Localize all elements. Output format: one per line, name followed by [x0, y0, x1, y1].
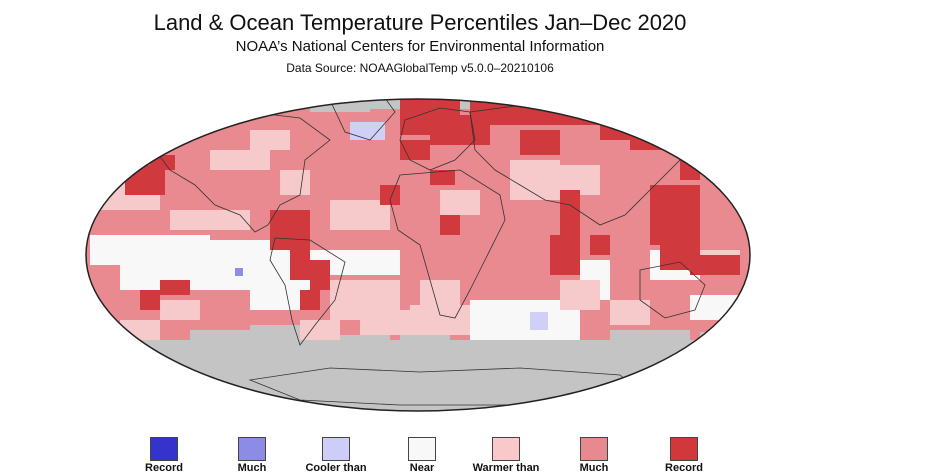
- much-cooler-cell: [235, 268, 243, 276]
- no-data-arctic: [560, 99, 640, 107]
- warmer-cell: [160, 300, 200, 320]
- record-warmest-cell: [600, 110, 650, 140]
- record-warmest-cell: [400, 140, 430, 160]
- legend-swatch-near: [408, 437, 436, 461]
- record-warmest-cell: [150, 155, 175, 170]
- legend-swatch-much-warmer: [580, 437, 608, 461]
- record-warmest-cell: [380, 185, 400, 205]
- legend-swatch-much-cooler: [238, 437, 266, 461]
- warmer-cell: [610, 300, 650, 325]
- map-outline: [85, 98, 751, 412]
- no-data-southern: [610, 330, 690, 342]
- greenland-outline: [329, 99, 396, 141]
- record-warmest-cell: [550, 235, 580, 275]
- warmer-cell: [410, 305, 470, 335]
- no-data-arctic: [190, 99, 270, 117]
- map-title: Land & Ocean Temperature Percentiles Jan…: [153, 10, 687, 35]
- north-america-outline: [149, 109, 331, 233]
- warmer-cell: [440, 190, 480, 215]
- africa-outline: [389, 169, 506, 319]
- map-subtitle: NOAA’s National Centers for Environmenta…: [235, 38, 605, 55]
- europe-outline: [399, 107, 476, 171]
- near-average-cell: [690, 295, 750, 320]
- warmer-cell: [170, 210, 250, 230]
- cooler-cell: [350, 122, 385, 140]
- record-warmest-cell: [720, 260, 740, 275]
- record-warmest-cell: [520, 130, 560, 155]
- legend-swatch-record-warmest: [670, 437, 698, 461]
- warmer-cell: [300, 320, 340, 340]
- legend-swatch-warmer: [492, 437, 520, 461]
- record-warmest-cell: [140, 290, 160, 310]
- south-america-outline: [269, 237, 346, 346]
- no-data-southern: [700, 332, 750, 342]
- no-data-antarctic: [86, 340, 750, 411]
- record-warmest-cell: [590, 235, 610, 255]
- record-warmest-cell: [520, 100, 640, 125]
- warmer-cell: [210, 150, 270, 170]
- cooler-cell: [530, 312, 548, 330]
- legend-swatch-record-coldest: [150, 437, 178, 461]
- record-warmest-cell: [290, 240, 310, 280]
- map-fill-layer: [86, 99, 750, 411]
- record-warmest-cell: [310, 260, 330, 290]
- record-warmest-cell: [300, 290, 320, 310]
- no-data-southern: [330, 335, 390, 345]
- record-warmest-cell: [430, 170, 455, 185]
- warmer-cell: [250, 130, 290, 150]
- legend-label-record-warmest: Record: [665, 462, 703, 474]
- warmer-cell: [560, 280, 600, 310]
- data-source: Data Source: NOAAGlobalTemp v5.0.0–20210…: [286, 61, 554, 75]
- record-warmest-cell: [160, 280, 190, 295]
- warmer-cell: [280, 170, 310, 195]
- record-warmest-cell: [440, 215, 460, 235]
- warmer-cell: [420, 280, 460, 305]
- legend-swatch-cooler: [322, 437, 350, 461]
- warmer-cell: [510, 160, 560, 200]
- record-warmest-cell: [630, 130, 670, 150]
- no-data-southern: [190, 330, 260, 342]
- australia-outline: [639, 261, 706, 319]
